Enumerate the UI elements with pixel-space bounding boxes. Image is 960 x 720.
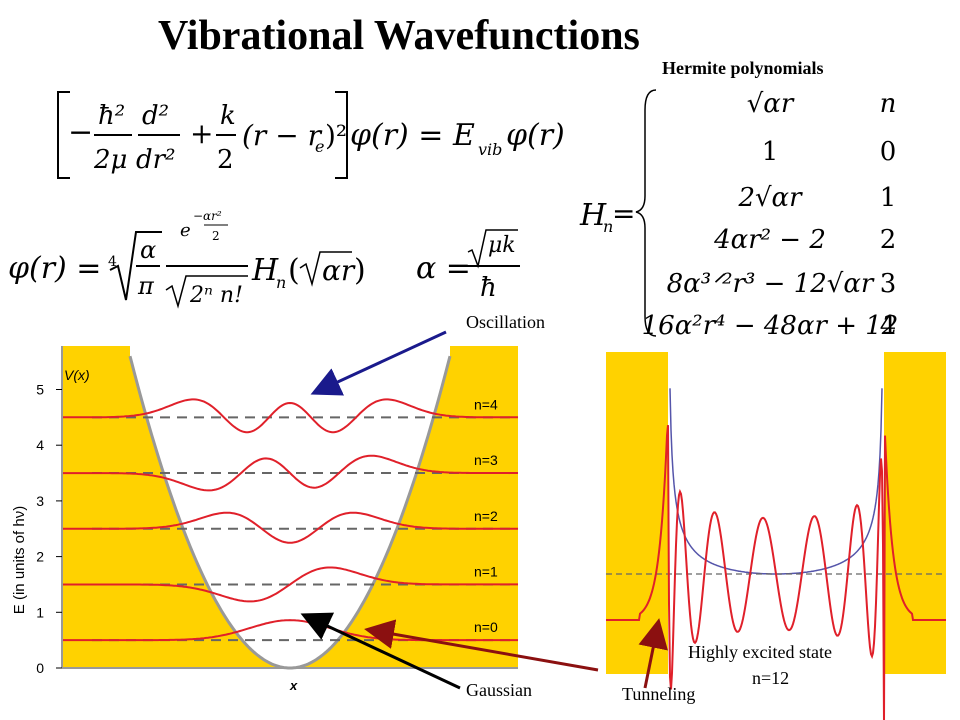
svg-text:φ(r): φ(r) [506,118,565,153]
level-label: n=4 [474,396,498,412]
y-tick-label: 4 [36,437,44,453]
svg-text:2: 2 [217,145,234,175]
svg-text:4: 4 [108,254,117,270]
level-label: n=1 [474,563,498,579]
hermite-n: 4 [880,311,897,341]
wavefunction-curve [62,619,518,642]
svg-text:): ) [354,253,366,288]
svg-text:α =: α = [416,251,471,286]
tunneling-arrow-left [364,619,599,672]
svg-text:α: α [140,236,156,264]
hermite-lhs-sub: n [603,217,613,236]
y-axis-label: E (in units of hν) [11,506,28,614]
svg-text:e: e [180,220,191,241]
svg-text:(: ( [288,253,300,288]
svg-text:e: e [315,137,324,156]
oscillation-label: Oscillation [466,312,545,332]
svg-text:d²: d² [142,101,169,131]
svg-text:φ(r) =: φ(r) = [8,251,101,286]
gaussian-arrow [300,612,461,690]
hermite-n: n [880,89,897,119]
oscillation-arrow [310,330,447,396]
hermite-title: Hermite polynomials [662,58,824,78]
excited-state-plot [606,352,946,720]
svg-text:H: H [251,253,279,288]
y-tick-label: 1 [36,604,44,620]
schrodinger-equation: − ħ² 2μ d² dr² + k 2 (r − r e )² φ(r) = … [57,91,565,179]
svg-text:(r − r: (r − r [242,119,323,152]
hermite-n: 2 [880,225,897,255]
hermite-n: 3 [880,269,897,299]
svg-text:vib: vib [478,140,502,159]
gaussian-label: Gaussian [466,680,532,700]
page-title: Vibrational Wavefunctions [158,13,640,59]
svg-text:dr²: dr² [136,145,176,175]
svg-text:−αr²: −αr² [193,209,222,223]
y-tick-label: 2 [36,549,44,565]
svg-text:=: = [612,197,635,230]
y-tick-label: 5 [36,382,44,398]
wavefunction-curve [62,511,518,544]
wavefunction-n12 [606,425,946,720]
hermite-expr: 8α³ᐟ²r³ − 12√αr [667,269,875,299]
svg-text:n: n [276,273,286,292]
harmonic-oscillator-plot: n=0 n=1 n=2 n=3 n=4 0 1 2 3 4 5 V(x) x E (in unit… [11,346,518,693]
right-barrier [884,352,946,674]
svg-text:2μ: 2μ [93,145,127,175]
svg-text:αr: αr [322,254,356,287]
level-label: n=3 [474,452,498,468]
svg-text:k: k [220,101,236,131]
x-axis-label: x [289,678,298,693]
y-tick-label: 0 [36,660,44,676]
hermite-expr: 4αr² − 2 [713,225,826,255]
excited-state-n: n=12 [752,668,790,688]
svg-text:2: 2 [212,229,220,243]
svg-text:ħ: ħ [480,273,497,303]
tunneling-label: Tunneling [622,684,696,704]
hermite-expr: √αr [747,89,795,119]
svg-text:μk: μk [488,233,516,258]
tunneling-arrow-right [638,618,668,689]
wavefunction-curve [62,454,518,492]
hermite-expr: 2√αr [737,183,803,213]
hermite-lhs: H [579,198,607,233]
potential-label: V(x) [64,367,90,383]
wavefunction-equation: φ(r) = 4 α π e −αr² 2 2ⁿ n! H n ( αr ) α… [8,209,520,309]
excited-state-label: Highly excited state [688,642,832,662]
svg-text:−: − [68,115,93,150]
hermite-n: 1 [880,183,897,213]
svg-text:+: + [190,117,213,150]
svg-text:π: π [137,272,155,300]
level-label: n=2 [474,508,498,524]
wavefunction-curve [62,398,518,434]
svg-text:φ(r) = E: φ(r) = E [350,118,475,153]
y-tick-label: 3 [36,493,44,509]
svg-text:2ⁿ n!: 2ⁿ n! [189,283,243,308]
level-label: n=0 [474,619,498,635]
svg-text:ħ²: ħ² [98,101,125,131]
hermite-n: 0 [880,137,897,167]
hermite-expr: 1 [762,137,779,167]
svg-text:)²: )² [325,119,347,152]
hermite-expr: 16α²r⁴ − 48αr + 12 [642,311,899,341]
wavefunction-curve [62,566,518,603]
